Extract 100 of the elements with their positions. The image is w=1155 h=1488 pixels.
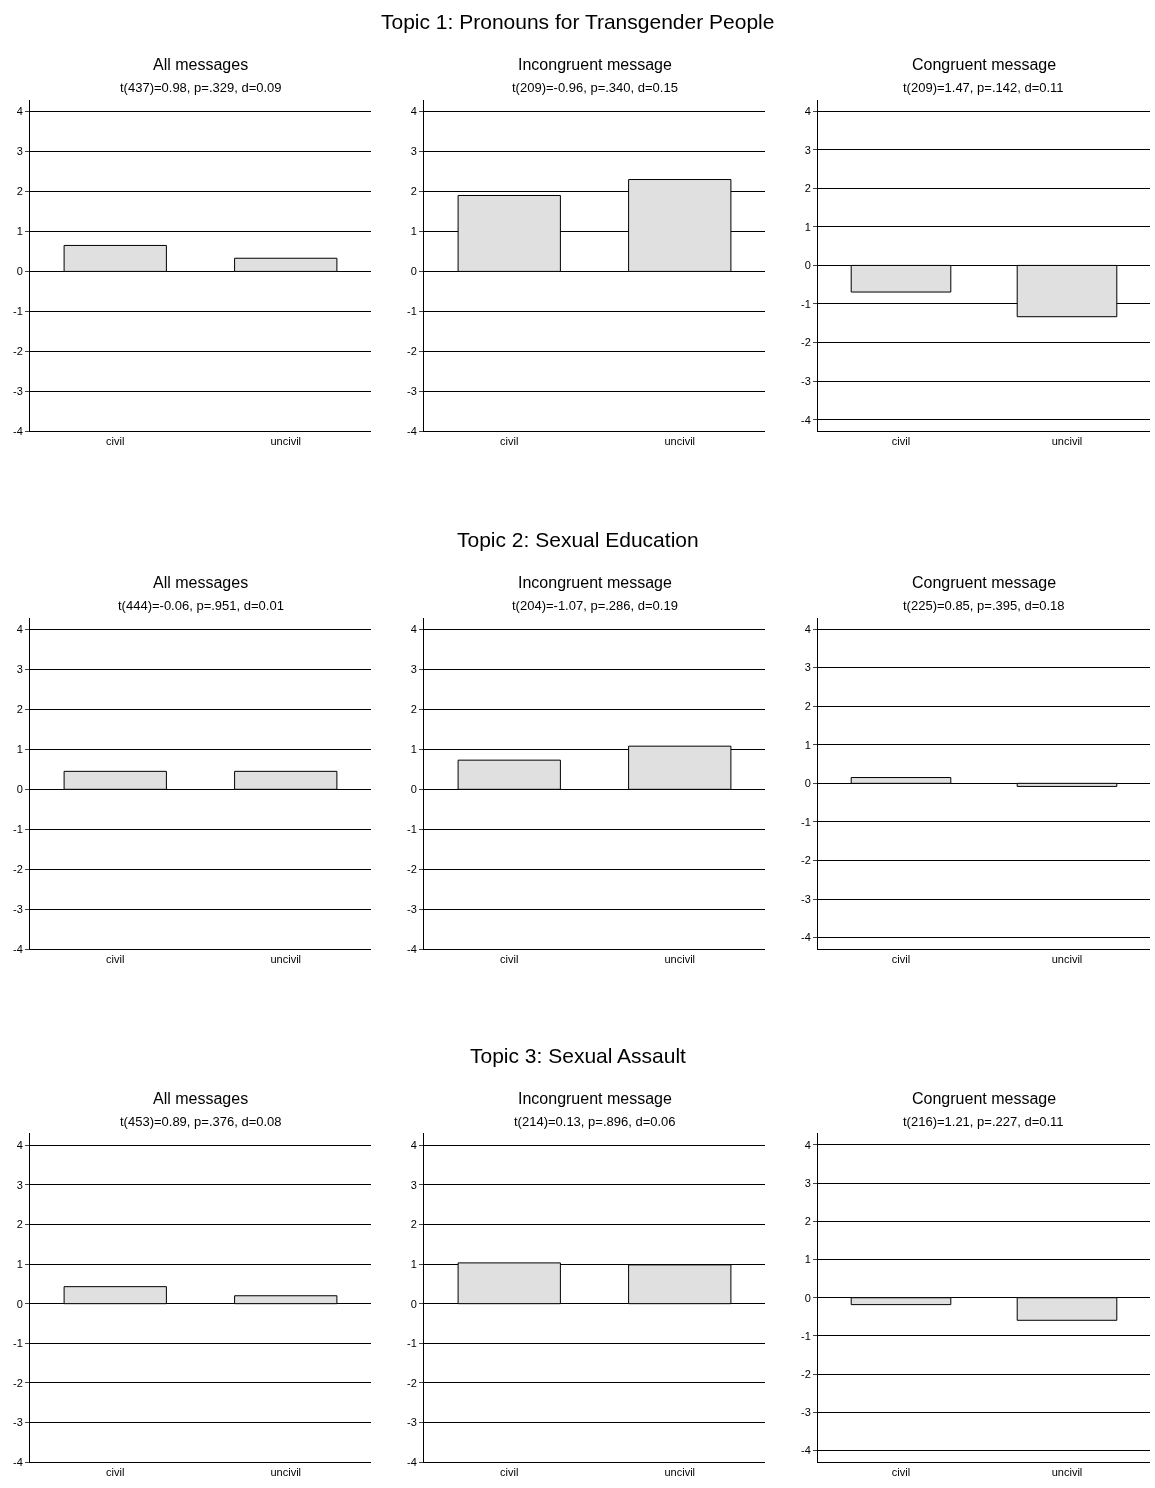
y-tick-label: -3 xyxy=(407,903,417,916)
y-tick-label: 0 xyxy=(804,1291,811,1304)
chart-title: Incongruent message xyxy=(518,574,672,591)
y-tick-label: 3 xyxy=(16,1178,23,1191)
y-tick-label: 0 xyxy=(410,1297,417,1310)
y-tick-label: -1 xyxy=(407,1337,417,1350)
chart-subtitle: t(209)=1.47, p=.142, d=0.11 xyxy=(903,80,1064,95)
y-tick-label: 2 xyxy=(16,185,23,198)
y-tick-label: 3 xyxy=(410,1178,417,1191)
y-tick-label: -2 xyxy=(801,336,811,349)
y-tick-label: 0 xyxy=(410,265,417,278)
y-tick-label: -1 xyxy=(801,1329,811,1342)
y-tick-label: 2 xyxy=(410,185,417,198)
x-tick-label: civil xyxy=(500,1466,519,1479)
y-tick-label: -4 xyxy=(801,413,811,426)
y-tick-label: 1 xyxy=(410,1257,417,1270)
y-tick-label: 2 xyxy=(16,703,23,716)
x-tick-label: civil xyxy=(891,1466,911,1479)
y-tick-label: -4 xyxy=(407,943,417,956)
y-tick-label: 3 xyxy=(804,1176,811,1189)
chart-title: Incongruent message xyxy=(518,1090,672,1107)
y-tick-label: 1 xyxy=(410,743,417,756)
chart-title: All messages xyxy=(153,56,249,73)
y-tick-label: 3 xyxy=(16,663,23,676)
y-tick-label: -1 xyxy=(13,305,23,318)
y-tick-label: 2 xyxy=(410,1218,417,1231)
y-tick-label: 4 xyxy=(804,622,811,635)
y-tick-label: 0 xyxy=(804,259,811,272)
y-tick-label: -1 xyxy=(407,305,417,318)
y-tick-label: -4 xyxy=(13,425,23,438)
chart-subtitle: t(437)=0.98, p=.329, d=0.09 xyxy=(120,80,282,95)
y-tick-label: 2 xyxy=(804,700,811,713)
x-tick-label: civil xyxy=(500,953,519,966)
y-tick-label: -2 xyxy=(407,1376,417,1389)
y-tick-label: -3 xyxy=(407,1416,417,1429)
x-tick-label: uncivil xyxy=(1051,435,1083,448)
y-tick-label: 1 xyxy=(16,1257,23,1270)
y-tick-label: -1 xyxy=(13,1337,23,1350)
y-tick-label: 0 xyxy=(804,777,811,790)
y-tick-label: 4 xyxy=(410,105,417,118)
y-tick-label: 2 xyxy=(16,1218,23,1231)
x-tick-label: uncivil xyxy=(664,1466,696,1479)
x-tick-label: civil xyxy=(106,435,125,448)
x-tick-label: civil xyxy=(891,953,911,966)
y-tick-label: -1 xyxy=(13,823,23,836)
y-tick-label: 1 xyxy=(16,743,23,756)
chart-subtitle: t(204)=-1.07, p=.286, d=0.19 xyxy=(512,598,678,613)
y-tick-label: 0 xyxy=(410,783,417,796)
y-tick-label: 3 xyxy=(804,661,811,674)
y-tick-label: 2 xyxy=(410,703,417,716)
text: Topic 1: Pronouns for Transgender People xyxy=(381,10,775,33)
y-tick-label: -4 xyxy=(13,1455,23,1468)
y-tick-label: 0 xyxy=(16,1297,23,1310)
chart-subtitle: t(209)=-0.96, p=.340, d=0.15 xyxy=(512,80,678,95)
y-tick-label: -2 xyxy=(407,863,417,876)
chart-title: Congruent message xyxy=(912,574,1057,591)
x-tick-label: uncivil xyxy=(664,953,696,966)
y-tick-label: 1 xyxy=(16,225,23,238)
y-tick-label: 1 xyxy=(804,220,811,233)
chart-title: Incongruent message xyxy=(518,56,672,73)
y-tick-label: -2 xyxy=(13,345,23,358)
x-tick-label: uncivil xyxy=(270,953,302,966)
y-tick-label: 4 xyxy=(410,623,417,636)
y-tick-label: -3 xyxy=(13,385,23,398)
chart-subtitle: t(216)=1.21, p=.227, d=0.11 xyxy=(903,1114,1064,1129)
y-tick-label: 4 xyxy=(804,1138,811,1151)
x-tick-label: civil xyxy=(106,1466,125,1479)
y-tick-label: -3 xyxy=(13,1416,23,1429)
y-tick-label: -3 xyxy=(13,903,23,916)
y-tick-label: -2 xyxy=(13,1376,23,1389)
y-tick-label: 4 xyxy=(410,1139,417,1152)
y-tick-label: 3 xyxy=(804,143,811,156)
y-tick-label: 3 xyxy=(16,145,23,158)
y-tick-label: 2 xyxy=(804,1215,811,1228)
y-tick-label: 1 xyxy=(410,225,417,238)
y-tick-label: -2 xyxy=(407,345,417,358)
chart-title: All messages xyxy=(153,1090,249,1107)
chart-subtitle: t(214)=0.13, p=.896, d=0.06 xyxy=(514,1114,676,1129)
y-tick-label: 3 xyxy=(410,145,417,158)
y-tick-label: -4 xyxy=(801,1444,811,1457)
x-tick-label: uncivil xyxy=(270,1466,302,1479)
x-tick-label: civil xyxy=(106,953,125,966)
y-tick-label: -1 xyxy=(801,297,811,310)
y-tick-label: -1 xyxy=(407,823,417,836)
text: Topic 2: Sexual Education xyxy=(457,528,699,551)
y-tick-label: -4 xyxy=(801,931,811,944)
y-tick-label: 4 xyxy=(16,623,23,636)
x-tick-label: uncivil xyxy=(1051,953,1083,966)
chart-subtitle: t(444)=-0.06, p=.951, d=0.01 xyxy=(118,598,284,613)
y-tick-label: -4 xyxy=(407,425,417,438)
text: Topic 3: Sexual Assault xyxy=(470,1044,687,1067)
y-tick-label: 1 xyxy=(804,738,811,751)
y-tick-label: -3 xyxy=(407,385,417,398)
y-tick-label: -4 xyxy=(13,943,23,956)
y-tick-label: -3 xyxy=(801,1406,811,1419)
y-tick-label: 4 xyxy=(804,105,811,118)
y-tick-label: 3 xyxy=(410,663,417,676)
y-tick-label: 4 xyxy=(16,105,23,118)
y-tick-label: -4 xyxy=(407,1455,417,1468)
chart-title: All messages xyxy=(153,574,249,591)
